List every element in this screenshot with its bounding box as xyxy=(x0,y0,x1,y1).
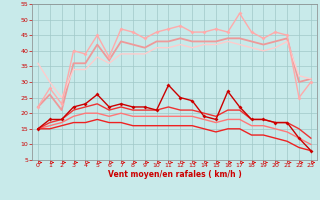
X-axis label: Vent moyen/en rafales ( km/h ): Vent moyen/en rafales ( km/h ) xyxy=(108,170,241,179)
